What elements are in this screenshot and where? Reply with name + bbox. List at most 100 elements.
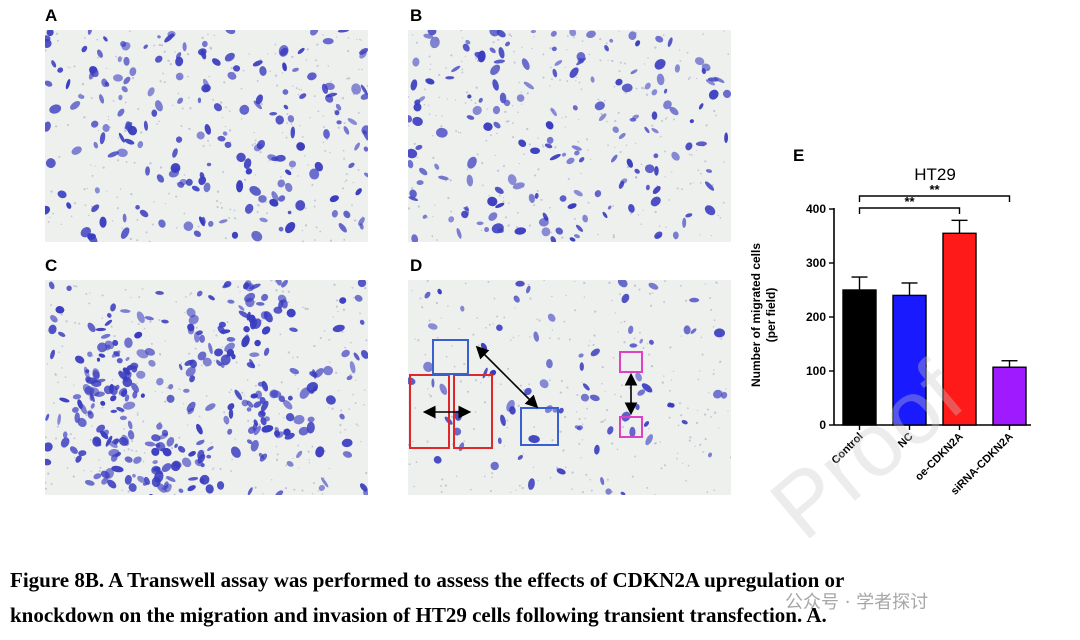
cell-blob — [77, 94, 85, 99]
cell-blob — [526, 285, 531, 294]
cell-blob — [116, 407, 125, 412]
cell-blob — [306, 421, 315, 434]
cells-c — [45, 280, 368, 495]
cell-blob — [287, 395, 293, 401]
cell-blob — [546, 136, 554, 144]
cell-blob — [566, 157, 575, 165]
cell-blob — [256, 302, 265, 306]
cell-blob — [196, 131, 205, 140]
cell-blob — [282, 62, 287, 72]
cell-blob — [253, 401, 262, 408]
cell-blob — [545, 121, 554, 130]
cell-blob — [314, 161, 324, 172]
cell-blob — [528, 435, 540, 444]
cell-blob — [685, 142, 693, 151]
cell-blob — [246, 400, 254, 408]
cell-blob — [343, 126, 350, 135]
cell-blob — [559, 195, 567, 202]
cell-blob — [698, 103, 704, 110]
cell-blob — [205, 403, 216, 411]
cell-blob — [338, 222, 347, 233]
cells-b — [408, 30, 731, 242]
cell-blob — [497, 437, 502, 445]
cell-blob — [99, 132, 106, 145]
cell-blob — [231, 231, 239, 239]
cell-blob — [253, 425, 262, 436]
cell-blob — [183, 221, 194, 232]
cell-blob — [655, 35, 664, 43]
bar-chart: HT29 Number of migrated cells (per field… — [749, 165, 1031, 497]
cell-blob — [329, 195, 339, 203]
cell-blob — [497, 228, 504, 234]
cell-blob — [182, 42, 187, 52]
cell-blob — [196, 423, 203, 435]
cell-blob — [114, 452, 122, 457]
cell-blob — [205, 484, 214, 494]
cell-blob — [111, 350, 121, 358]
cell-blob — [357, 280, 367, 288]
cell-blob — [105, 435, 113, 447]
cell-blob — [45, 205, 51, 215]
cell-blob — [123, 56, 130, 66]
cell-blob — [569, 237, 576, 242]
cell-blob — [137, 475, 146, 483]
chart-title: HT29 — [914, 165, 956, 184]
cell-blob — [97, 342, 108, 353]
cell-blob — [295, 200, 306, 211]
cell-blob — [299, 387, 310, 399]
cell-blob — [285, 413, 295, 422]
cell-blob — [124, 456, 133, 463]
cell-blob — [534, 193, 539, 199]
cell-blob — [65, 78, 71, 90]
cell-blob — [208, 342, 213, 355]
cell-blob — [667, 37, 673, 47]
cell-blob — [607, 205, 612, 210]
cell-blob — [247, 487, 253, 495]
cell-blob — [236, 152, 246, 162]
cell-blob — [66, 285, 72, 292]
cell-blob — [217, 135, 226, 142]
cell-blob — [634, 168, 640, 174]
cell-blob — [45, 121, 51, 132]
cell-blob — [550, 30, 557, 37]
cell-blob — [145, 166, 150, 176]
cell-blob — [493, 59, 506, 64]
cell-blob — [290, 126, 296, 139]
cell-blob — [496, 30, 506, 38]
cell-blob — [575, 224, 584, 232]
cell-blob — [143, 44, 148, 49]
cell-blob — [107, 151, 119, 158]
cell-blob — [245, 283, 255, 292]
cell-blob — [241, 335, 250, 348]
cell-blob — [707, 77, 719, 82]
cell-blob — [249, 358, 255, 369]
cell-blob — [451, 65, 461, 73]
cell-blob — [533, 331, 540, 342]
cell-blob — [187, 485, 196, 492]
magenta-box-top — [619, 351, 643, 373]
cell-blob — [87, 233, 98, 242]
cell-blob — [594, 101, 605, 111]
cell-blob — [293, 414, 305, 425]
cell-blob — [120, 227, 130, 239]
cell-blob — [74, 355, 85, 364]
cell-blob — [704, 181, 715, 191]
cell-blob — [354, 294, 363, 302]
cell-blob — [516, 94, 525, 102]
cell-blob — [555, 227, 564, 235]
cell-blob — [261, 326, 271, 335]
cell-blob — [261, 425, 274, 433]
cell-blob — [602, 211, 608, 219]
cell-blob — [539, 379, 549, 389]
cell-blob — [225, 30, 236, 35]
cell-blob — [632, 114, 639, 120]
cell-blob — [275, 115, 284, 125]
cell-blob — [412, 57, 420, 67]
cell-blob — [87, 410, 92, 415]
cell-blob — [104, 81, 110, 87]
cell-blob — [175, 56, 184, 67]
cell-blob — [155, 55, 163, 63]
annotation-overlay — [409, 339, 643, 449]
cell-blob — [269, 198, 279, 207]
cell-blob — [561, 152, 567, 157]
